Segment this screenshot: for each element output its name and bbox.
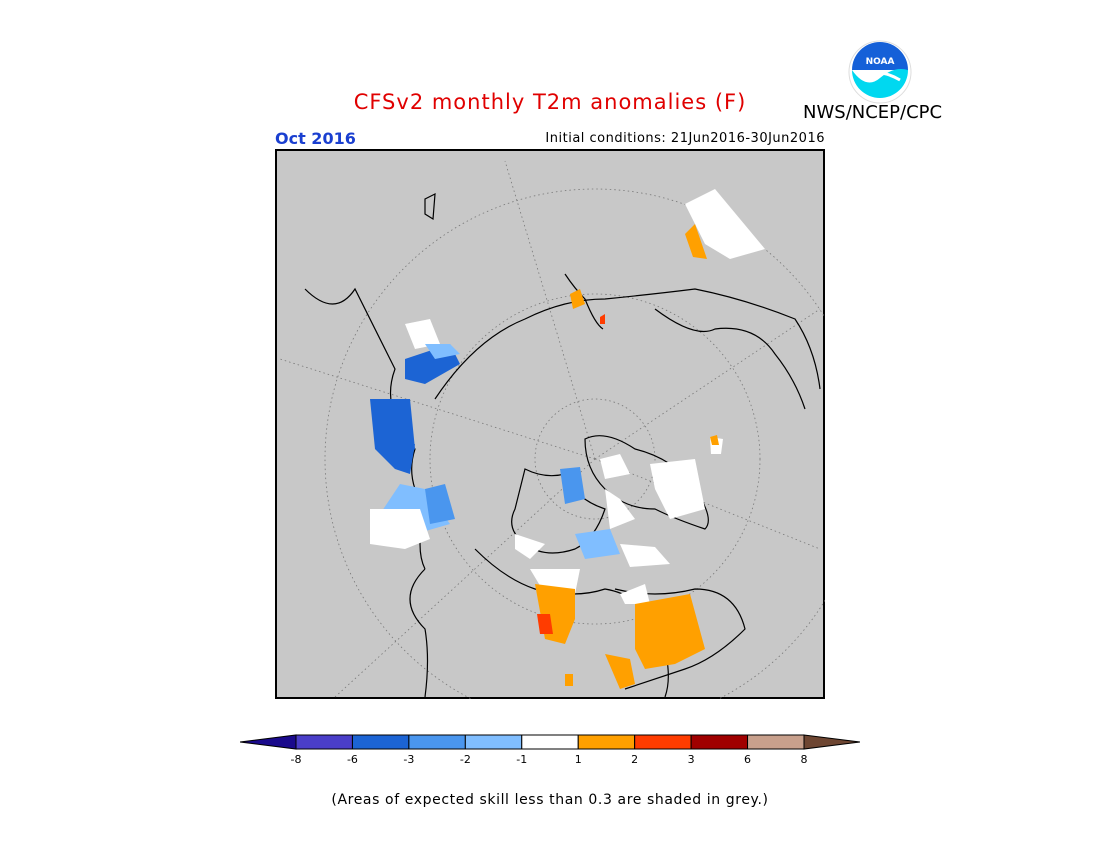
colorbar-tick-label: -8 (290, 753, 302, 766)
colorbar-bin (577, 734, 636, 750)
colorbar-tick-label: 2 (631, 753, 639, 766)
colorbar-bin (464, 734, 523, 750)
skill-footnote: (Areas of expected skill less than 0.3 a… (331, 792, 769, 808)
colorbar-bin (803, 734, 860, 750)
colorbar-bin (521, 734, 579, 750)
colorbar-tick-label: 6 (744, 753, 752, 766)
colorbar-tick-label: 3 (687, 753, 695, 766)
svg-text:NOAA: NOAA (866, 57, 895, 67)
colorbar-bin (634, 734, 692, 750)
chart-title: CFSv2 monthly T2m anomalies (F) (353, 90, 747, 114)
colorbar-bin (351, 734, 410, 750)
agency-credit: NWS/NCEP/CPC (803, 102, 943, 123)
colorbar-bin (295, 734, 353, 750)
colorbar-tick-label: -1 (516, 753, 528, 766)
anomaly-shading (370, 189, 765, 689)
colorbar-tick-label: -3 (403, 753, 415, 766)
noaa-logo: NOAA (848, 40, 912, 104)
colorbar (240, 734, 860, 750)
initial-conditions: Initial conditions: 21Jun2016-30Jun2016 (545, 131, 825, 146)
polar-map (275, 149, 825, 699)
colorbar-bin (747, 734, 805, 750)
valid-month: Oct 2016 (275, 129, 356, 148)
colorbar-tick-label: -2 (459, 753, 471, 766)
colorbar-tick-label: -6 (346, 753, 358, 766)
colorbar-bin (240, 734, 297, 750)
colorbar-tick-label: 1 (574, 753, 582, 766)
colorbar-bin (408, 734, 466, 750)
graticule (279, 160, 825, 699)
colorbar-bin (690, 734, 749, 750)
colorbar-tick-label: 8 (800, 753, 808, 766)
